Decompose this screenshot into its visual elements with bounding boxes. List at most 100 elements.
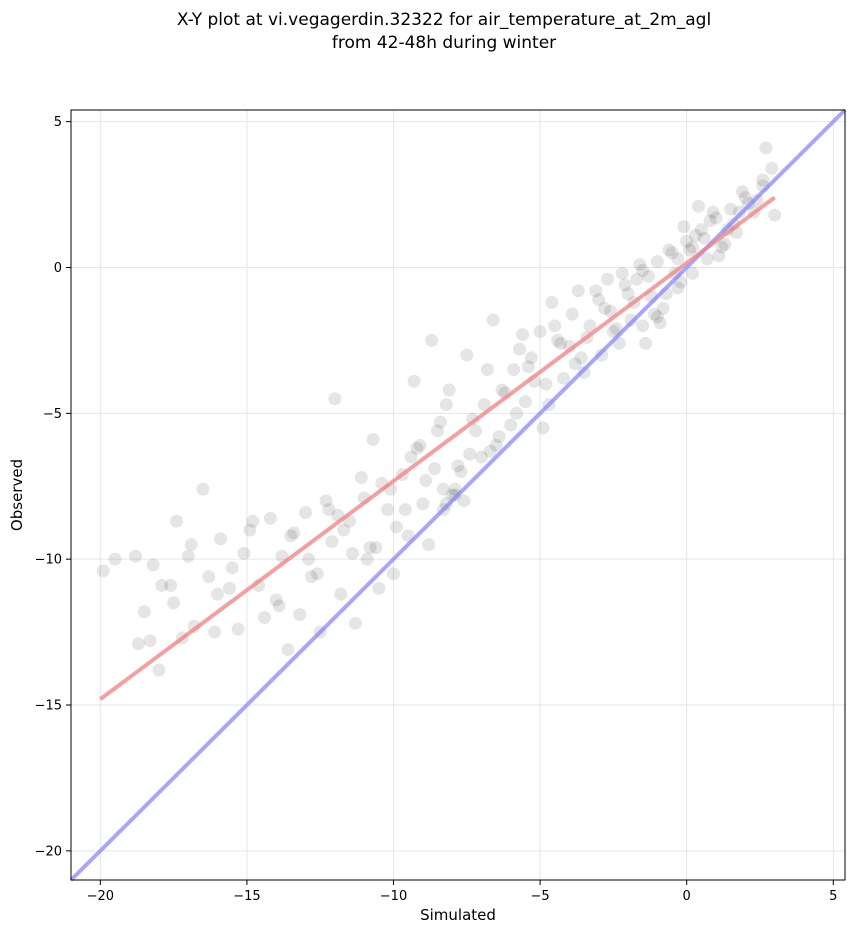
- x-tick-label: −10: [380, 889, 407, 904]
- scatter-point: [495, 383, 509, 397]
- x-axis-label: Simulated: [420, 906, 496, 924]
- scatter-point: [709, 211, 723, 225]
- scatter-point: [155, 578, 169, 592]
- scatter-point: [360, 552, 374, 566]
- scatter-point: [146, 558, 160, 572]
- scatter-point: [624, 313, 638, 327]
- regression-line: [99, 195, 776, 701]
- x-tick-label: −5: [531, 889, 550, 904]
- scatter-point: [735, 185, 749, 199]
- scatter-point: [442, 383, 456, 397]
- scatter-point: [577, 366, 591, 379]
- scatter-point: [524, 351, 538, 365]
- scatter-point: [554, 336, 568, 350]
- scatter-point: [583, 319, 597, 333]
- scatter-point: [389, 520, 403, 534]
- y-tick-label: −15: [35, 699, 62, 714]
- scatter-point: [718, 237, 732, 251]
- scatter-point: [184, 538, 198, 552]
- scatter-point: [211, 587, 225, 601]
- scatter-point: [281, 643, 295, 657]
- scatter-point: [565, 307, 579, 321]
- scatter-point: [439, 398, 453, 412]
- scatter-point: [231, 622, 245, 636]
- scatter-point: [533, 325, 547, 339]
- scatter-point: [571, 284, 585, 298]
- scatter-point: [208, 625, 222, 639]
- scatter-point: [683, 243, 697, 257]
- scatter-point: [372, 581, 386, 595]
- scatter-point: [181, 549, 195, 563]
- scatter-point: [345, 546, 359, 560]
- scatter-point: [381, 503, 395, 517]
- scatter-point: [369, 541, 383, 554]
- scatter-points: [96, 141, 782, 677]
- scatter-point: [419, 473, 433, 487]
- scatter-point: [304, 570, 318, 584]
- scatter-point: [448, 488, 462, 502]
- scatter-point: [507, 363, 521, 377]
- scatter-point: [348, 616, 362, 630]
- scatter-point: [310, 567, 324, 581]
- scatter-point: [598, 301, 612, 315]
- scatter-point: [680, 234, 694, 248]
- scatter-point: [269, 593, 283, 607]
- scatter-point: [486, 313, 500, 327]
- scatter-point: [366, 433, 380, 447]
- scatter-point: [568, 357, 582, 371]
- identity-line: [69, 108, 847, 882]
- scatter-point: [416, 497, 430, 511]
- scatter-point: [686, 266, 700, 280]
- y-tick-label: −20: [35, 844, 62, 859]
- scatter-point: [557, 371, 571, 385]
- reference-lines: [69, 108, 847, 882]
- scatter-point: [656, 301, 670, 315]
- scatter-point: [108, 552, 122, 566]
- scatter-point: [299, 506, 313, 519]
- scatter-point: [354, 471, 368, 484]
- x-tick-label: −15: [233, 889, 260, 904]
- scatter-point: [284, 529, 298, 543]
- axis-ticks: −20 −15 −10 −5 0 5 −20 −15 −10 −5 0 5: [35, 115, 838, 904]
- scatter-point: [650, 310, 664, 324]
- scatter-point: [398, 503, 412, 517]
- scatter-point: [272, 599, 286, 613]
- scatter-point: [287, 526, 301, 540]
- scatter-point: [143, 634, 157, 648]
- scatter-point: [483, 444, 497, 458]
- scatter-point: [768, 208, 782, 222]
- scatter-point: [671, 252, 685, 266]
- scatter-point: [301, 552, 315, 566]
- scatter-point: [325, 535, 339, 549]
- scatter-point: [504, 418, 518, 432]
- scatter-point: [650, 255, 664, 269]
- scatter-point: [741, 196, 755, 210]
- scatter-point: [691, 199, 705, 213]
- scatter-point: [237, 546, 251, 560]
- y-tick-label: 5: [54, 115, 62, 130]
- scatter-point: [167, 596, 181, 610]
- scatter-point: [334, 587, 348, 601]
- scatter-point: [258, 611, 271, 624]
- scatter-point: [454, 465, 468, 479]
- scatter-point: [225, 561, 239, 575]
- scatter-point: [601, 272, 615, 286]
- scatter-point: [513, 342, 527, 356]
- scatter-point: [319, 494, 333, 508]
- scatter-point: [404, 450, 418, 464]
- scatter-point: [152, 663, 166, 677]
- scatter-point: [518, 395, 532, 409]
- scatter-point: [715, 240, 729, 254]
- scatter-point: [293, 608, 307, 622]
- scatter-point: [647, 307, 661, 321]
- scatter-point: [642, 269, 656, 283]
- scatter-point: [756, 173, 770, 187]
- scatter-point: [686, 240, 700, 254]
- scatter-point: [480, 363, 494, 377]
- scatter-point: [474, 450, 488, 464]
- scatter-point: [451, 459, 465, 473]
- scatter-point: [407, 374, 421, 388]
- scatter-point: [621, 287, 635, 301]
- scatter-point: [712, 249, 726, 263]
